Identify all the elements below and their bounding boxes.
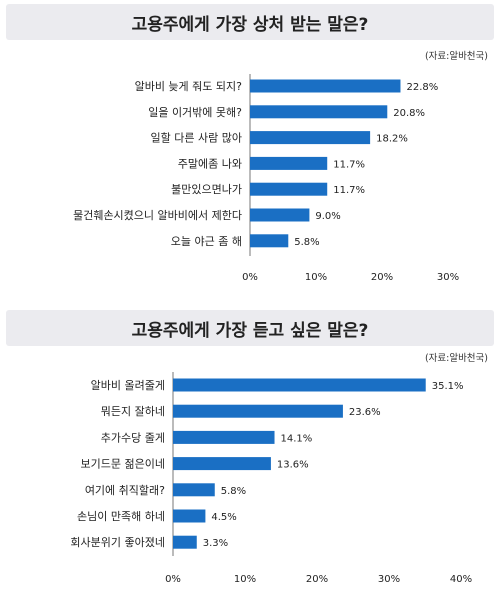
chart-2-bar (173, 378, 426, 392)
chart-1-value-label: 18.2% (376, 134, 408, 145)
chart-1-source: (자료:알바천국) (424, 51, 488, 62)
chart-2-value-label: 3.3% (203, 538, 228, 549)
chart-1-category-label: 주말에좀 나와 (178, 157, 242, 170)
chart-1-category-label: 일을 이거밖에 못해? (148, 105, 242, 119)
chart-2-bar (173, 535, 197, 549)
chart-2-value-label: 4.5% (211, 512, 236, 523)
chart-2-category-label: 여기에 취직할래? (85, 484, 165, 497)
chart-2-value-label: 5.8% (221, 486, 246, 497)
chart-1-bar (250, 131, 371, 145)
chart-1-x-tick-label: 0% (242, 272, 258, 283)
chart-1-bar (250, 234, 289, 248)
chart-1-category-label: 알바비 늦게 줘도 되지? (135, 79, 243, 93)
chart-2-value-label: 14.1% (281, 433, 313, 444)
chart-1-category-label: 일할 다른 사람 많아 (151, 131, 242, 145)
chart-1-value-label: 9.0% (315, 211, 340, 222)
chart-1-category-label: 불만있으면나가 (171, 183, 242, 196)
chart-2-value-label: 35.1% (432, 381, 464, 392)
chart-1-value-label: 11.7% (333, 159, 365, 170)
chart-2-category-label: 보기드문 젊은이네 (81, 458, 165, 471)
chart-2-category-label: 회사분위기 좋아졌네 (70, 536, 165, 549)
chart-1-plot: 알바비 늦게 줘도 되지? 22.8% 일을 이거밖에 못해? 20.8% 일할 다른 … (73, 74, 459, 283)
chart-1-category-label: 물건훼손시켰으니 알바비에서 제한다 (73, 208, 242, 222)
chart-1-bar (250, 156, 328, 170)
chart-1-bar (250, 79, 401, 93)
chart-2-bar (173, 509, 206, 523)
chart-1-bar (250, 182, 328, 196)
chart-2-bar (173, 457, 271, 471)
chart-1-value-label: 11.7% (333, 185, 365, 196)
chart-1-x-tick-label: 10% (305, 272, 327, 283)
chart-2-bar (173, 483, 215, 497)
chart-1-value-label: 22.8% (406, 82, 438, 93)
chart-1-x-tick-label: 20% (371, 272, 393, 283)
chart-2-category-label: 추가수당 줄게 (101, 431, 165, 444)
chart-2-x-tick-label: 0% (165, 574, 181, 585)
chart-2-x-tick-label: 30% (378, 574, 400, 585)
chart-2-x-tick-label: 40% (450, 574, 472, 585)
chart-2-category-label: 손님이 만족해 하네 (77, 509, 165, 523)
chart-1-bar (250, 208, 310, 222)
chart-2-source: (자료:알바천국) (424, 353, 488, 364)
chart-1-x-tick-label: 30% (437, 272, 459, 283)
chart-1-value-label: 20.8% (393, 108, 425, 119)
chart-2-x-tick-label: 20% (306, 574, 328, 585)
chart-2-value-label: 13.6% (277, 460, 309, 471)
chart-2-x-tick-label: 10% (234, 574, 256, 585)
chart-2-bar (173, 404, 343, 418)
chart-2-category-label: 뭐든지 잘하네 (101, 404, 165, 418)
chart-2-title: 고용주에게 가장 듣고 싶은 말은? (6, 310, 494, 346)
chart-2-value-label: 23.6% (349, 407, 381, 418)
chart-2-bar (173, 430, 275, 444)
chart-1-title: 고용주에게 가장 상처 받는 말은? (6, 4, 494, 40)
chart-1-value-label: 5.8% (294, 237, 319, 248)
chart-1-category-label: 오늘 야근 좀 해 (171, 234, 242, 248)
chart-2-category-label: 알바비 올려줄게 (91, 378, 165, 392)
chart-1-bar (250, 105, 388, 119)
